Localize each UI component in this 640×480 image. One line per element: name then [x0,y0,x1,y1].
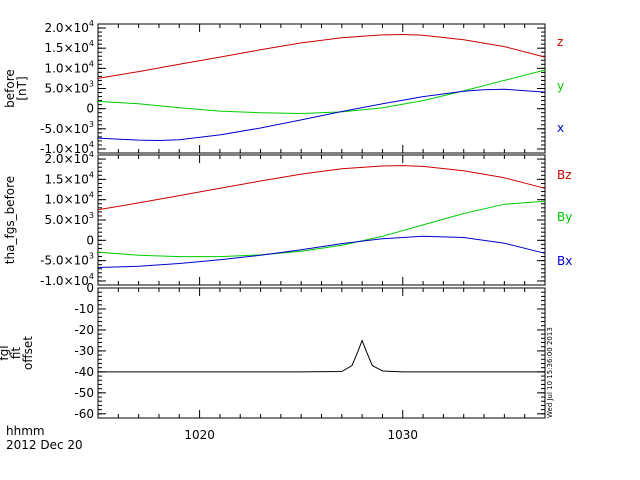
y-tick-label: 5.0×103 [44,211,94,227]
timestamp-label: Wed Jul 10 15:36:00 2013 [546,327,554,418]
series-line-y [97,69,546,114]
series-line-bz [97,165,546,211]
y-tick-label: 2.0×104 [44,19,94,35]
series-line-x [97,88,546,141]
y-axis-label: fgl [0,345,11,360]
y-tick-label: -5.0×103 [40,120,94,136]
x-tick-label: 1030 [387,428,418,442]
legend-label-y: y [557,79,564,93]
y-tick-label: -10 [74,302,94,316]
y-axis-label: before [3,69,17,108]
y-tick-label: -60 [74,407,94,421]
panel-frame [97,287,546,419]
y-tick-label: -5.0×103 [40,252,94,268]
y-tick-label: 1.0×104 [44,59,94,75]
y-tick-label: 0 [86,102,94,116]
time-axis-label: hhmm [6,424,45,438]
y-tick-label: -20 [74,323,94,337]
y-axis-label: [nT] [15,76,29,100]
y-axis-label: fit [9,347,23,360]
legend-label-bz: Bz [557,168,572,182]
y-axis-label: offset [21,336,35,370]
legend-label-by: By [557,210,572,224]
legend-label-x: x [557,121,564,135]
y-tick-label: 1.0×104 [44,191,94,207]
panel-2: -1.0×104 -5.0×103 0 5.0×103 1.0×104 1.5×104 2.… [3,150,572,288]
y-tick-label: 1.5×104 [44,170,94,186]
y-tick-label: 0 [86,233,94,247]
y-tick-label: 2.0×104 [44,150,94,166]
panel-frame [97,23,546,154]
y-tick-label: -1.0×104 [40,272,94,288]
y-tick-label: -30 [74,344,94,358]
panel-frame [97,154,546,286]
legend-label-bx: Bx [557,254,572,268]
y-tick-label: -1.0×104 [40,140,94,156]
legend-label-z: z [557,35,563,49]
y-axis-label: tha_fgs_before [3,176,17,264]
y-tick-label: -50 [74,386,94,400]
series-line-offset [98,339,545,373]
y-tick-label: 5.0×103 [44,80,94,96]
y-tick-label: 1.5×104 [44,39,94,55]
y-tick-label: -40 [74,365,94,379]
y-tick-label: 0 [86,281,94,295]
series-line-bx [97,235,546,268]
panel-1: -1.0×104 -5.0×103 0 5.0×103 1.0×104 1.5×104 2.… [3,19,564,156]
series-line-z [97,34,546,79]
date-label: 2012 Dec 20 [6,438,83,452]
x-tick-label: 1020 [184,428,215,442]
series-line-by [97,200,546,258]
